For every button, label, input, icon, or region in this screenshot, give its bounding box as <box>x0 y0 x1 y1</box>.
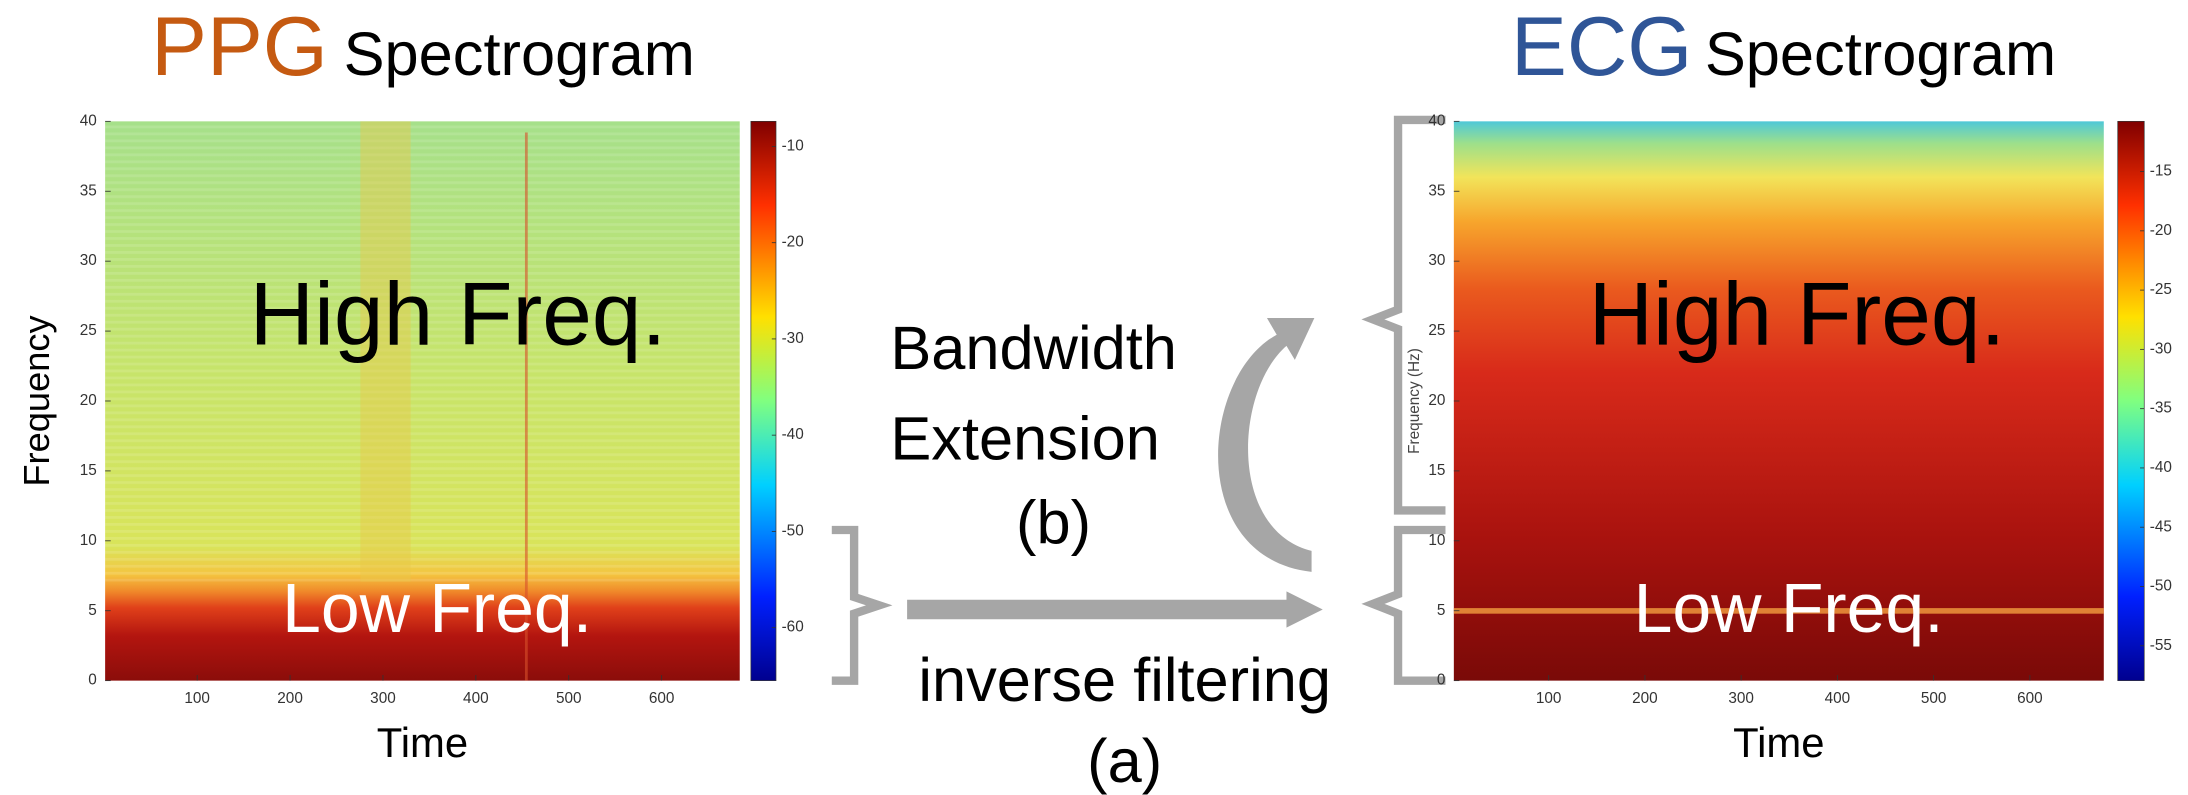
panel-title: ECG <box>1511 0 1692 93</box>
ppg-texture <box>105 121 740 582</box>
y-tick-label: 35 <box>80 182 97 199</box>
y-axis-label: Frequency <box>16 314 57 486</box>
low-freq-label: Low Freq. <box>282 569 592 647</box>
ecg-high-bracket <box>1361 115 1446 515</box>
x-tick-label: 300 <box>370 690 396 707</box>
colorbar-tick-label: -30 <box>2150 340 2172 357</box>
y-tick-label: 15 <box>80 462 97 479</box>
y-tick-label: 40 <box>1428 112 1445 129</box>
y-tick-label: 20 <box>80 392 97 409</box>
colorbar-tick-label: -60 <box>782 619 804 636</box>
ppg-colorbar <box>750 120 777 681</box>
colorbar-tick-label: -50 <box>2150 578 2172 595</box>
y-tick-label: 5 <box>1437 602 1446 619</box>
ecg-band <box>1453 608 2104 614</box>
colorbar-tick-label: -55 <box>2150 637 2172 654</box>
arrow-head <box>1286 591 1323 628</box>
extension-text: Bandwidth <box>890 314 1177 383</box>
y-tick-label: 20 <box>1428 392 1445 409</box>
extension-text: (b) <box>1016 488 1091 557</box>
y-tick-label: 25 <box>80 322 97 339</box>
x-tick-label: 100 <box>184 690 210 707</box>
ecg-spectrogram <box>1453 121 2104 681</box>
colorbar-tick-label: -50 <box>782 522 804 539</box>
y-tick-label: 15 <box>1428 462 1445 479</box>
y-tick-label: 0 <box>1437 672 1446 689</box>
high-freq-label: High Freq. <box>1589 263 2006 363</box>
x-tick-label: 400 <box>1825 690 1851 707</box>
x-tick-label: 400 <box>463 690 489 707</box>
low-freq-label: Low Freq. <box>1634 569 1944 647</box>
colorbar-tick-label: -25 <box>2150 281 2172 298</box>
colorbar-tick-label: -40 <box>782 426 804 443</box>
x-tick-label: 500 <box>1921 690 1947 707</box>
y-tick-label: 30 <box>1428 252 1445 269</box>
curved-arrow <box>1218 318 1315 572</box>
x-tick-label: 500 <box>556 690 582 707</box>
colorbar-tick-label: -45 <box>2150 518 2172 535</box>
y-tick-label: 35 <box>1428 182 1445 199</box>
colorbar-tick-label: -10 <box>782 137 804 154</box>
panel-subtitle: Spectrogram <box>1705 20 2056 89</box>
colorbar-tick-label: -20 <box>2150 222 2172 239</box>
colorbar-tick-label: -15 <box>2150 163 2172 180</box>
y-tick-label: 40 <box>80 112 97 129</box>
ecg-low-bracket <box>1361 525 1446 685</box>
ecg-colorbar <box>2117 120 2145 681</box>
x-axis-label: Time <box>1733 719 1824 766</box>
colorbar-tick-label: -30 <box>782 330 804 347</box>
x-tick-label: 600 <box>649 690 675 707</box>
x-tick-label: 600 <box>2017 690 2043 707</box>
y-axis-label: Frequency (Hz) <box>1406 348 1423 454</box>
extension-text: Extension <box>890 405 1159 474</box>
x-axis-label: Time <box>377 719 468 766</box>
y-tick-label: 25 <box>1428 322 1445 339</box>
x-tick-label: 100 <box>1536 690 1562 707</box>
colorbar-tick-label: -20 <box>782 234 804 251</box>
y-tick-label: 30 <box>80 252 97 269</box>
ppg-band <box>360 121 411 582</box>
y-tick-label: 0 <box>88 672 97 689</box>
y-tick-label: 10 <box>80 532 97 549</box>
x-tick-label: 200 <box>1632 690 1658 707</box>
x-tick-label: 300 <box>1728 690 1754 707</box>
high-freq-label: High Freq. <box>250 263 667 363</box>
y-tick-label: 10 <box>1428 532 1445 549</box>
panel-title: PPG <box>151 0 328 93</box>
y-tick-label: 5 <box>88 602 97 619</box>
colorbar-tick-label: -35 <box>2150 400 2172 417</box>
filtering-text: inverse filtering <box>918 646 1331 715</box>
colorbar-tick-label: -40 <box>2150 459 2172 476</box>
x-tick-label: 200 <box>277 690 303 707</box>
brackets <box>831 115 1446 685</box>
ppg-bracket <box>831 525 893 685</box>
filtering-text: (a) <box>1087 727 1162 795</box>
panel-subtitle: Spectrogram <box>344 20 695 89</box>
